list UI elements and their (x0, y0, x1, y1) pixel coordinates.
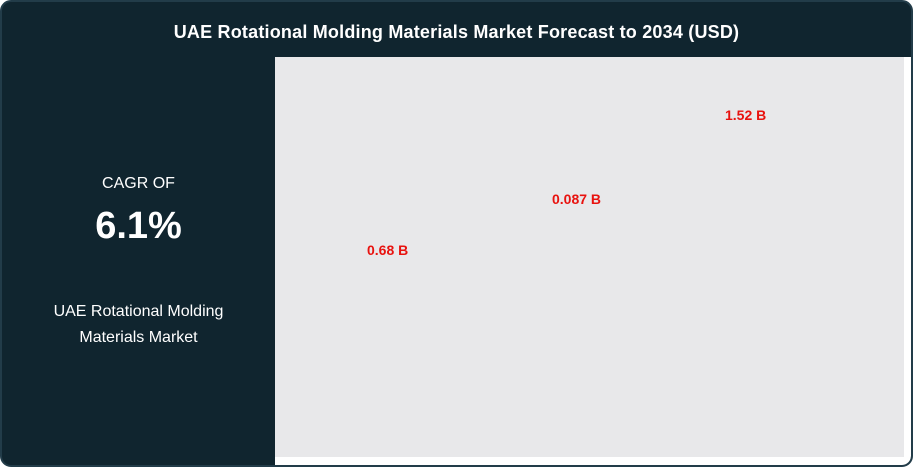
market-name-line1: UAE Rotational Molding (53, 303, 224, 320)
header-band: UAE Rotational Molding Materials Market … (2, 2, 911, 57)
chart-figure: 0.68 B 0.087 B 1.52 B (275, 57, 911, 465)
page-title: UAE Rotational Molding Materials Market … (173, 22, 740, 42)
cagr-label: CAGR OF (102, 175, 175, 192)
chart-plot-area: 0.68 B 0.087 B 1.52 B (275, 57, 904, 457)
cagr-side-panel: CAGR OF 6.1% UAE Rotational Molding Mate… (2, 57, 275, 465)
data-label-value-2: 0.087 B (552, 191, 602, 207)
data-label-value-1: 0.68 B (367, 242, 409, 258)
market-name-line2: Materials Market (79, 329, 198, 346)
data-label-value-3: 1.52 B (725, 107, 767, 123)
market-name: UAE Rotational Molding Materials Market (2, 299, 275, 351)
cagr-value: 6.1% (95, 205, 182, 247)
